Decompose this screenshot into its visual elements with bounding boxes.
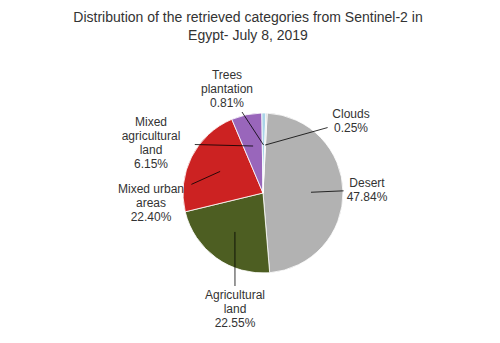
svg-text:Clouds0.25%: Clouds0.25%	[332, 107, 369, 135]
svg-text:Mixed urbanareas22.40%: Mixed urbanareas22.40%	[118, 182, 184, 224]
svg-text:Desert47.84%: Desert47.84%	[347, 176, 388, 204]
svg-text:Mixedagriculturalland6.15%: Mixedagriculturalland6.15%	[122, 115, 181, 171]
svg-text:Agriculturalland22.55%: Agriculturalland22.55%	[205, 288, 265, 328]
svg-text:Treesplantation0.81%: Treesplantation0.81%	[201, 68, 253, 110]
html-text:Distribution of the retrieved: Distribution of the retrieved categories…	[73, 9, 423, 43]
